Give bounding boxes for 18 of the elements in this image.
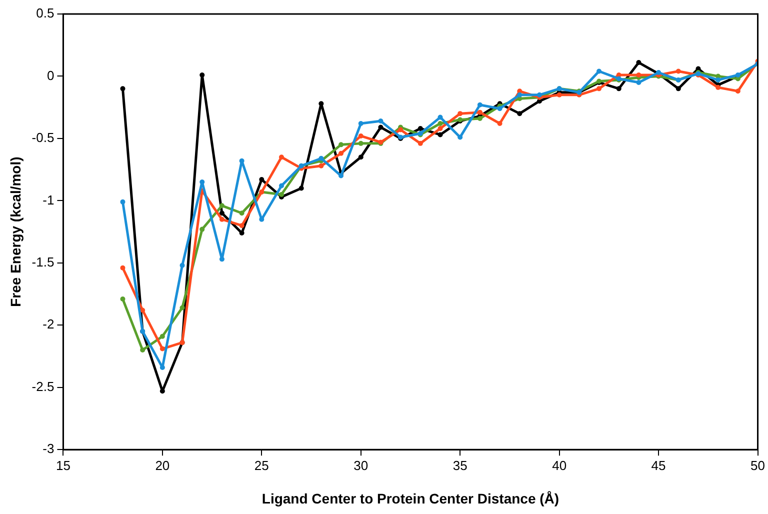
y-tick-label: -1.5 [32,254,54,270]
y-tick-label: -3 [42,441,54,456]
x-tick-label: 20 [155,458,170,473]
x-tick-label: 40 [552,458,567,473]
x-tick-label: 30 [354,458,368,473]
y-axis-title: Free Energy (kcal/mol) [7,156,24,307]
y-tick-label: -2.5 [32,378,54,394]
y-tick-label: 0.5 [36,6,54,21]
y-tick-label: -1 [42,192,54,208]
y-tick-label: -2 [42,316,54,332]
x-tick-label: 15 [56,458,70,473]
y-tick-label: -0.5 [32,130,54,146]
x-tick-label: 35 [452,458,468,473]
x-tick-label: 50 [750,458,766,473]
x-tick-label: 45 [651,458,666,473]
x-tick-label: 25 [254,458,269,473]
y-tick-label: 0 [46,68,54,83]
x-axis-title: Ligand Center to Protein Center Distance (Å) [262,490,560,506]
